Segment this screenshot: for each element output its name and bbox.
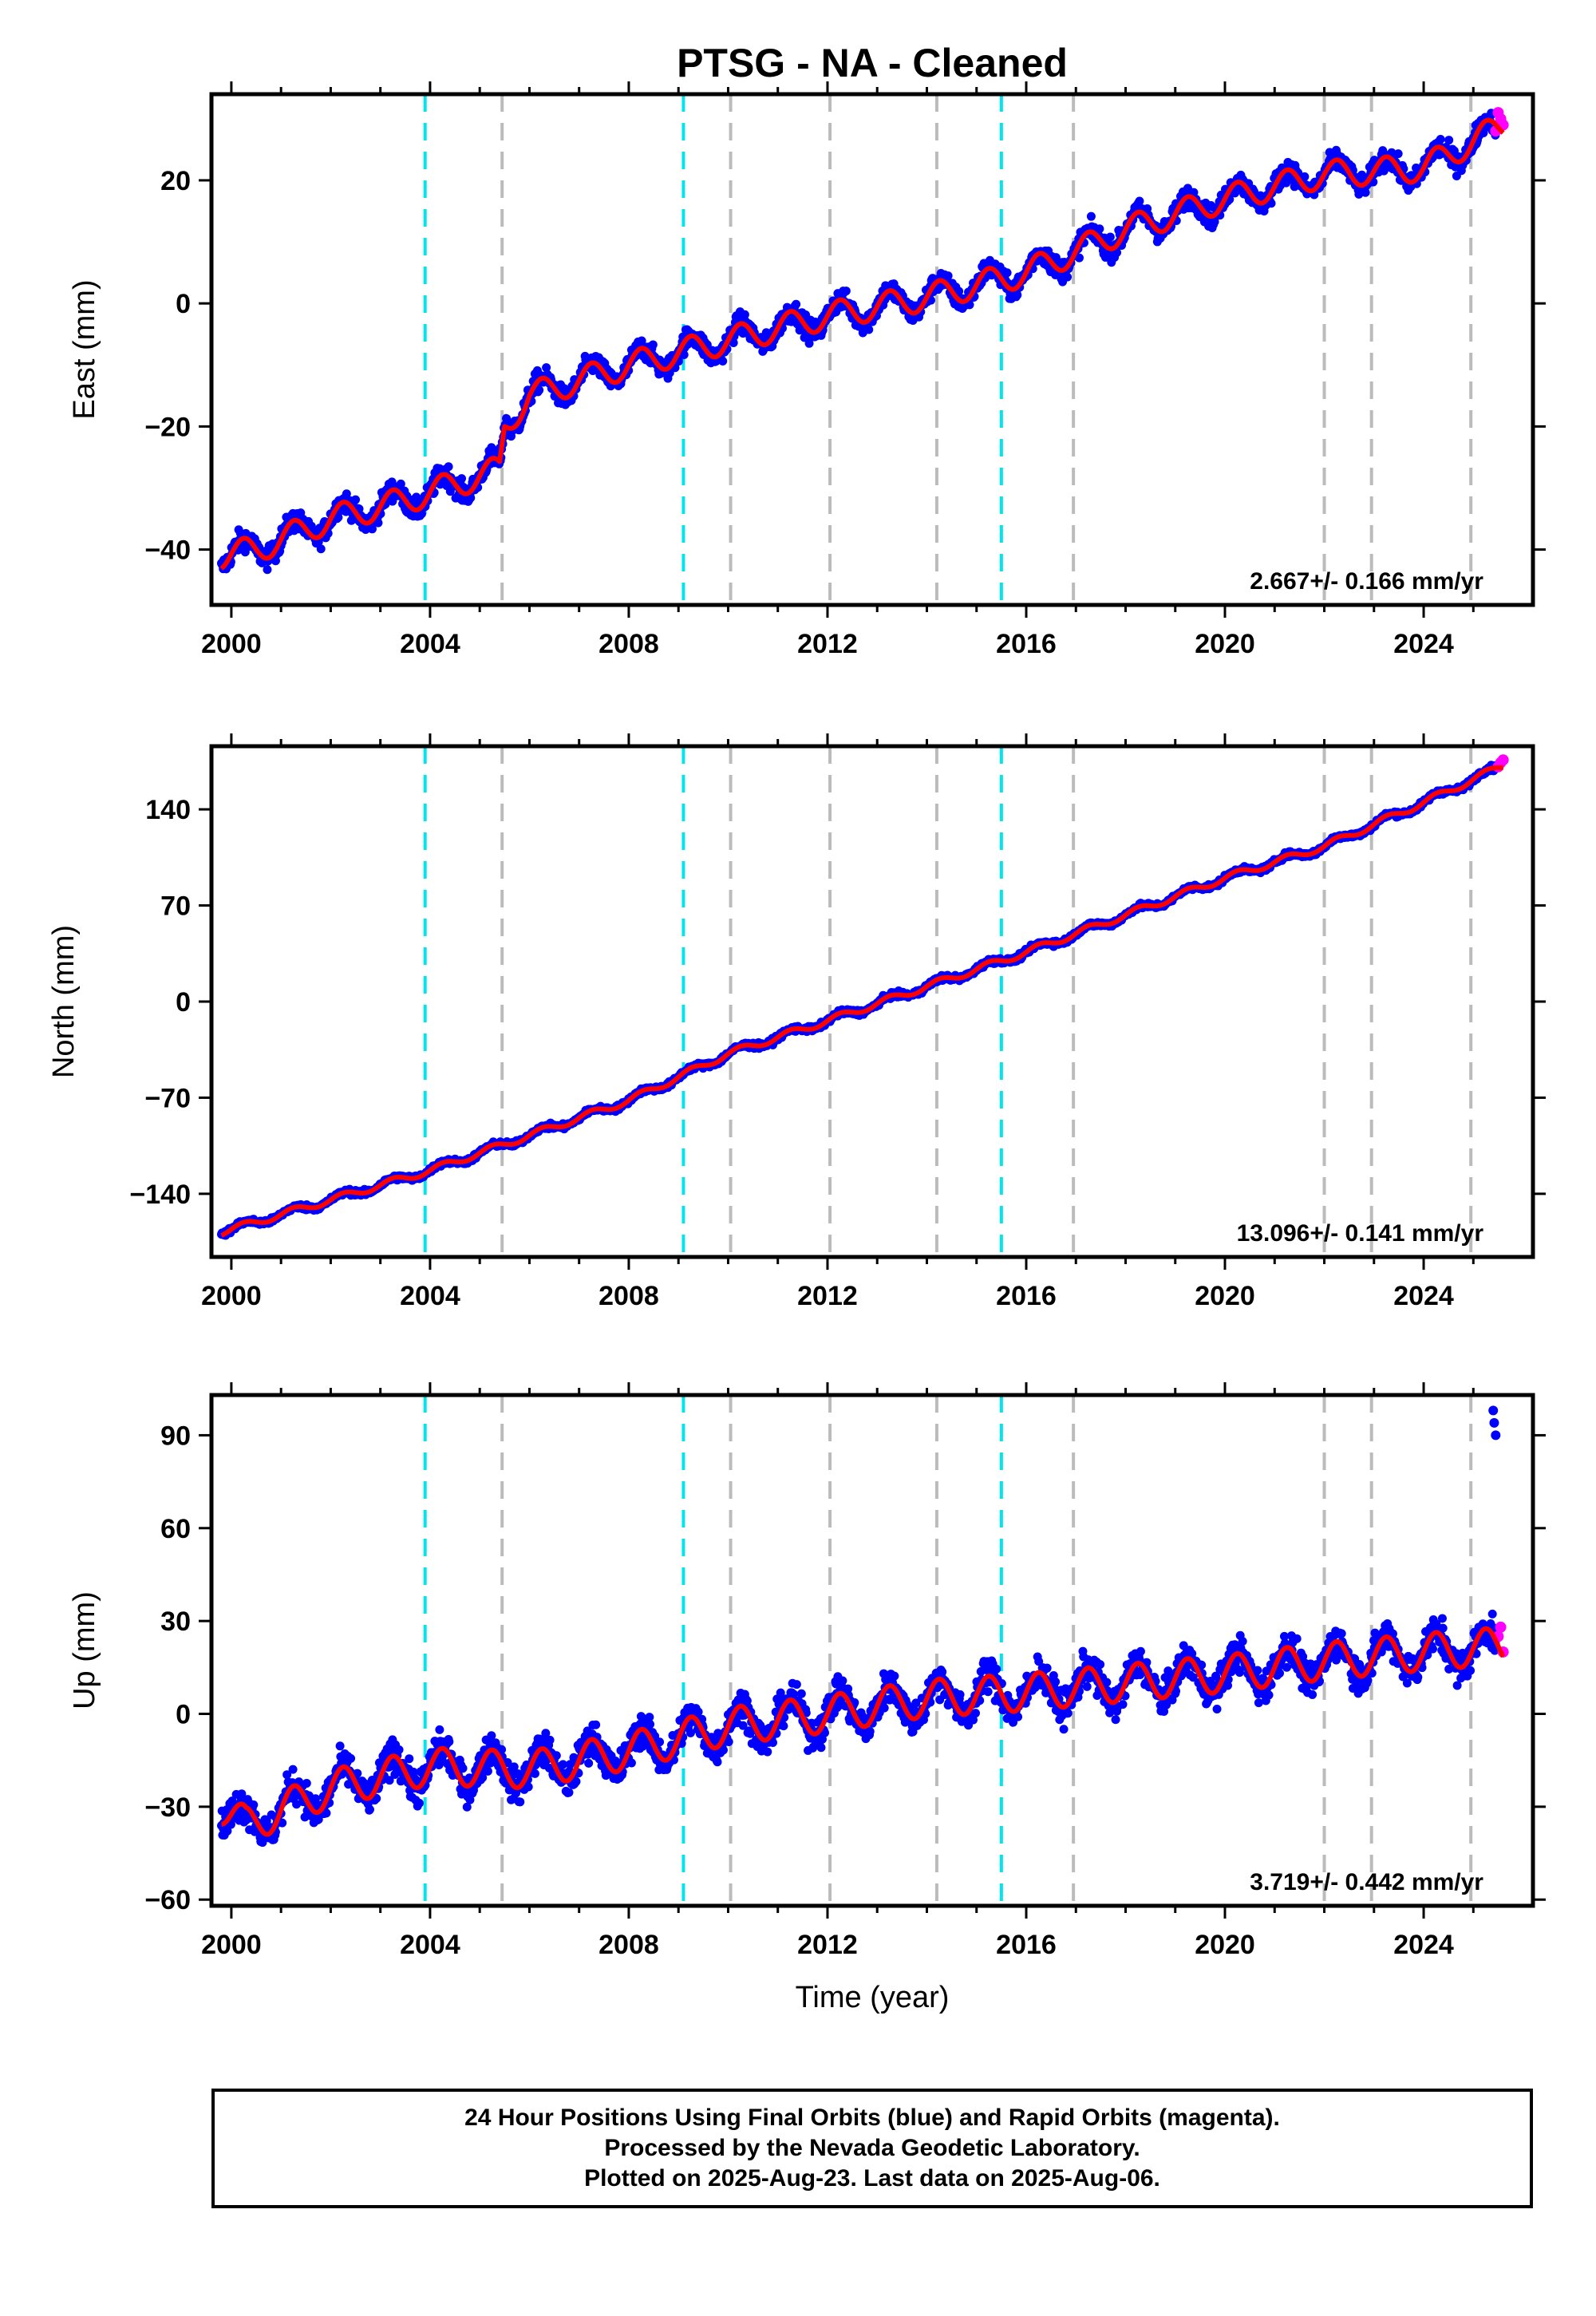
y-axis-title: East (mm) xyxy=(68,279,101,419)
model-fit-line xyxy=(219,765,1505,1238)
x-tick-label: 2000 xyxy=(201,1281,262,1311)
y-tick-label: 0 xyxy=(176,289,191,319)
y-tick-label: −20 xyxy=(144,412,191,442)
data-point xyxy=(864,325,874,334)
data-point xyxy=(435,1725,444,1734)
data-point xyxy=(841,287,851,296)
data-point xyxy=(1013,290,1022,300)
y-tick-label: 70 xyxy=(160,891,191,922)
data-point xyxy=(457,474,467,484)
x-tick-label: 2008 xyxy=(598,1281,659,1311)
data-point xyxy=(954,287,964,296)
x-tick-label: 2024 xyxy=(1393,629,1454,659)
velocity-label: 13.096+/- 0.141 mm/yr xyxy=(1237,1220,1484,1247)
y-tick-label: −140 xyxy=(129,1180,191,1210)
data-point xyxy=(718,356,728,366)
data-point xyxy=(444,462,453,472)
data-point xyxy=(444,1737,454,1746)
data-point xyxy=(1444,136,1454,145)
data-point xyxy=(943,271,953,281)
data-point xyxy=(1086,211,1096,221)
x-tick-label: 2024 xyxy=(1393,1281,1454,1311)
data-point xyxy=(648,340,658,350)
y-tick-label: 140 xyxy=(145,795,191,825)
data-point xyxy=(542,363,551,373)
data-point xyxy=(792,299,801,309)
data-point xyxy=(263,565,272,575)
data-point xyxy=(351,495,361,504)
data-point xyxy=(365,1804,374,1814)
velocity-label: 2.667+/- 0.166 mm/yr xyxy=(1250,568,1483,595)
data-point xyxy=(1436,135,1445,144)
north-panel: 2000 2004 2008 2012 2016 2020 2024 −140 −70 0 70 14… xyxy=(47,733,1546,1311)
data-point xyxy=(535,385,544,395)
x-tick-label: 2008 xyxy=(598,629,659,659)
x-tick-label: 2020 xyxy=(1195,629,1255,659)
data-point xyxy=(502,413,512,423)
data-point xyxy=(367,524,377,534)
data-point xyxy=(302,1778,311,1788)
x-tick-label: 2020 xyxy=(1195,1281,1255,1311)
x-tick-label: 2012 xyxy=(797,629,858,659)
data-point xyxy=(516,1797,525,1807)
final-orbit-points xyxy=(216,761,1500,1240)
data-point xyxy=(335,1741,345,1751)
data-point xyxy=(316,544,326,554)
x-tick-label: 2016 xyxy=(996,1281,1057,1311)
x-tick-label: 2016 xyxy=(996,629,1057,659)
y-axis-title: North (mm) xyxy=(47,925,81,1078)
up-panel: 2000 2004 2008 2012 2016 2020 2024−60−30030609… xyxy=(68,1382,1546,1960)
data-point xyxy=(1063,272,1073,282)
data-point xyxy=(523,1782,533,1792)
data-point xyxy=(334,512,343,522)
x-tick-label: 2004 xyxy=(400,629,460,659)
data-point xyxy=(483,1766,492,1776)
data-point xyxy=(405,1754,414,1764)
data-point xyxy=(373,518,383,528)
rapid-orbit-point xyxy=(1497,754,1509,766)
x-tick-label: 2012 xyxy=(797,1281,858,1311)
data-point xyxy=(414,1798,424,1808)
chart-title: PTSG - NA - Cleaned xyxy=(677,41,1068,85)
data-point xyxy=(1095,224,1104,234)
data-point xyxy=(445,487,455,496)
data-point xyxy=(346,1753,356,1763)
data-point xyxy=(458,1764,468,1773)
data-point xyxy=(679,350,689,359)
data-point xyxy=(288,1765,298,1774)
data-point xyxy=(1002,268,1012,278)
data-point xyxy=(1105,232,1115,242)
y-tick-label: 0 xyxy=(176,987,191,1018)
data-point xyxy=(396,479,405,488)
y-tick-label: −70 xyxy=(144,1083,191,1113)
data-point xyxy=(740,310,749,319)
x-tick-label: 2004 xyxy=(400,1281,460,1311)
east-panel: 2000 2004 2008 2012 2016 2020 2024 −40 −20 0 20 Eas… xyxy=(68,81,1546,659)
data-point xyxy=(1393,149,1403,159)
data-point xyxy=(729,338,738,348)
y-tick-label: −40 xyxy=(144,536,191,566)
y-tick-label: 20 xyxy=(160,166,191,196)
data-point xyxy=(394,1745,404,1754)
data-point xyxy=(1135,196,1144,206)
x-tick-label: 2000 xyxy=(201,629,262,659)
